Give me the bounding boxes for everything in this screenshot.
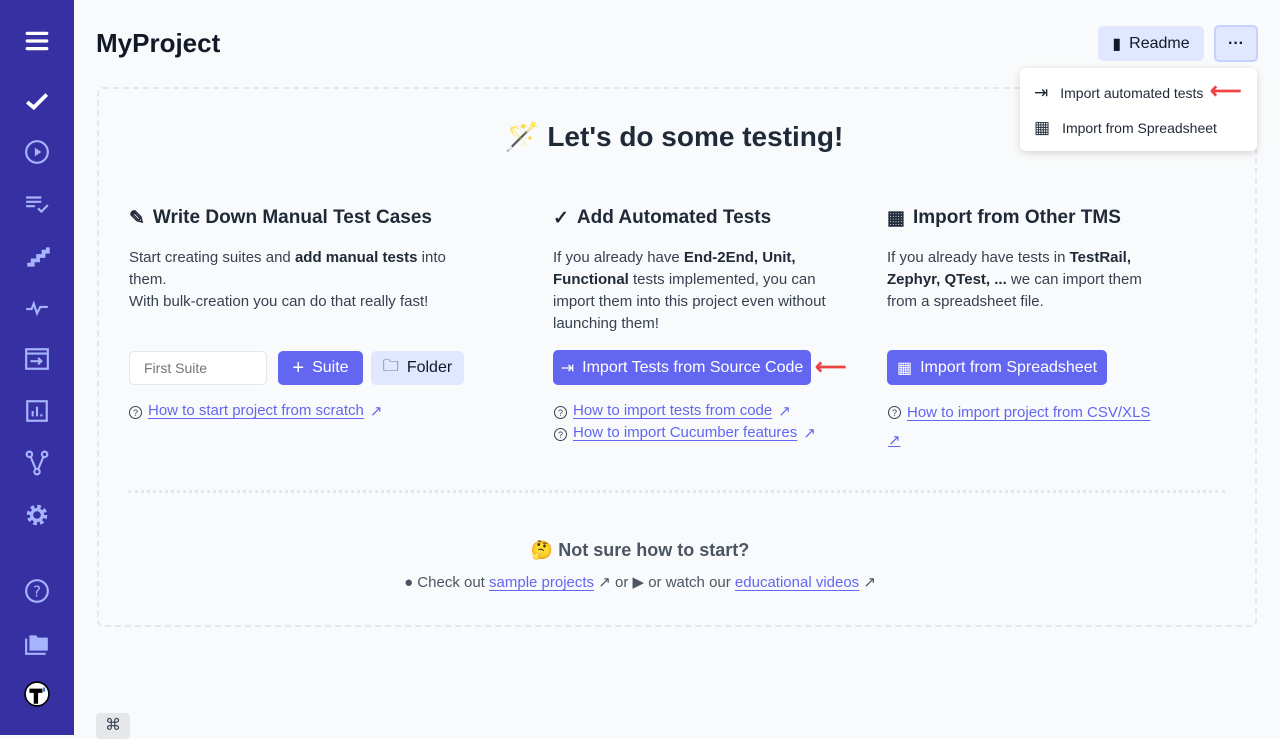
github-icon: ● (404, 574, 414, 591)
help-icon[interactable]: ? (22, 576, 52, 606)
analytics-icon[interactable] (22, 396, 52, 426)
more-options-button[interactable]: ··· (1214, 25, 1258, 62)
plans-checklist-icon[interactable] (22, 189, 52, 219)
testomatio-logo[interactable] (22, 679, 52, 709)
table-icon: ▦ (887, 207, 905, 229)
automated-section: ✓ Add Automated Tests If you already have… (553, 207, 826, 332)
table-plus-icon: ▦ (1034, 118, 1051, 137)
hero-heading: 🪄 Let's do some testing! (504, 121, 844, 152)
settings-gear-icon[interactable] (22, 500, 52, 530)
not-sure-heading: 🤔 Not sure how to start? (530, 540, 750, 560)
external-arrow-icon: ↗ (803, 425, 816, 442)
more-options-dropdown: ⇥ Import automated tests ⟵ ▦ Import from S… (1020, 68, 1257, 151)
external-arrow-icon: ↗ (888, 432, 901, 449)
steps-icon[interactable] (22, 241, 52, 271)
check-circle-icon: ✓ (553, 207, 569, 229)
import-source-code-button[interactable]: ⇥ Import Tests from Source Code (553, 350, 811, 385)
add-suite-button[interactable]: + Suite (278, 351, 363, 385)
csv-help-link[interactable]: ? How to import project from CSV/XLS ↗ (888, 402, 1158, 452)
page-title: MyProject (96, 28, 221, 58)
section-divider (128, 490, 1225, 493)
import-spreadsheet-button[interactable]: ▦ Import from Spreadsheet (887, 350, 1107, 385)
magic-wand-icon: 🪄 (504, 121, 540, 152)
manual-section: ✎ Write Down Manual Test Cases Start crea… (129, 207, 446, 310)
readme-button[interactable]: ▮ Readme (1098, 26, 1204, 61)
scratch-help-link[interactable]: ? How to start project from scratch ↗ (129, 402, 382, 420)
menu-item-import-spreadsheet[interactable]: ▦ Import from Spreadsheet (1034, 118, 1217, 137)
sample-projects-link[interactable]: sample projects (489, 574, 595, 591)
red-arrow-icon: ⟵ (815, 354, 847, 379)
tests-checkmark-icon[interactable] (22, 86, 52, 116)
youtube-icon: ▶ (632, 574, 645, 591)
question-icon: ? (554, 428, 567, 441)
plus-icon: + (292, 356, 305, 379)
projects-folder-icon[interactable] (22, 628, 52, 658)
import-icon[interactable] (22, 344, 52, 374)
command-palette-button[interactable]: ⌘ (96, 713, 130, 739)
branch-icon[interactable] (22, 448, 52, 478)
import-icon: ⇥ (1034, 83, 1049, 102)
question-icon: ? (888, 406, 901, 419)
table-plus-icon: ▦ (896, 359, 913, 377)
thinking-emoji-icon: 🤔 (530, 540, 554, 560)
cucumber-help-link[interactable]: ? How to import Cucumber features ↗ (554, 424, 816, 442)
import-icon: ⇥ (560, 359, 575, 377)
book-icon: ▮ (1112, 35, 1122, 53)
pulse-icon[interactable] (22, 293, 52, 323)
menu-item-import-automated[interactable]: ⇥ Import automated tests (1034, 83, 1204, 102)
import-code-help-link[interactable]: ? How to import tests from code ↗ (554, 402, 791, 420)
tms-section: ▦ Import from Other TMS If you already ha… (887, 207, 1142, 310)
sidebar: ? (0, 0, 74, 735)
help-links-line: ● Check out sample projects ↗ or ▶ or wa… (404, 574, 876, 591)
question-icon: ? (554, 406, 567, 419)
add-folder-button[interactable]: 🗀 Folder (371, 351, 464, 385)
question-icon: ? (129, 406, 142, 419)
red-arrow-icon: ⟵ (1210, 78, 1242, 103)
folder-plus-icon: 🗀 (382, 357, 399, 375)
external-arrow-icon: ↗ (778, 403, 791, 420)
menu-icon[interactable] (22, 26, 52, 56)
empty-state-panel (97, 87, 1257, 627)
external-arrow-icon: ↗ (369, 403, 383, 420)
educational-videos-link[interactable]: educational videos (734, 574, 860, 591)
suite-name-input[interactable] (129, 351, 267, 385)
svg-text:?: ? (33, 582, 41, 600)
pen-icon: ✎ (129, 207, 145, 229)
runs-play-icon[interactable] (22, 137, 52, 167)
